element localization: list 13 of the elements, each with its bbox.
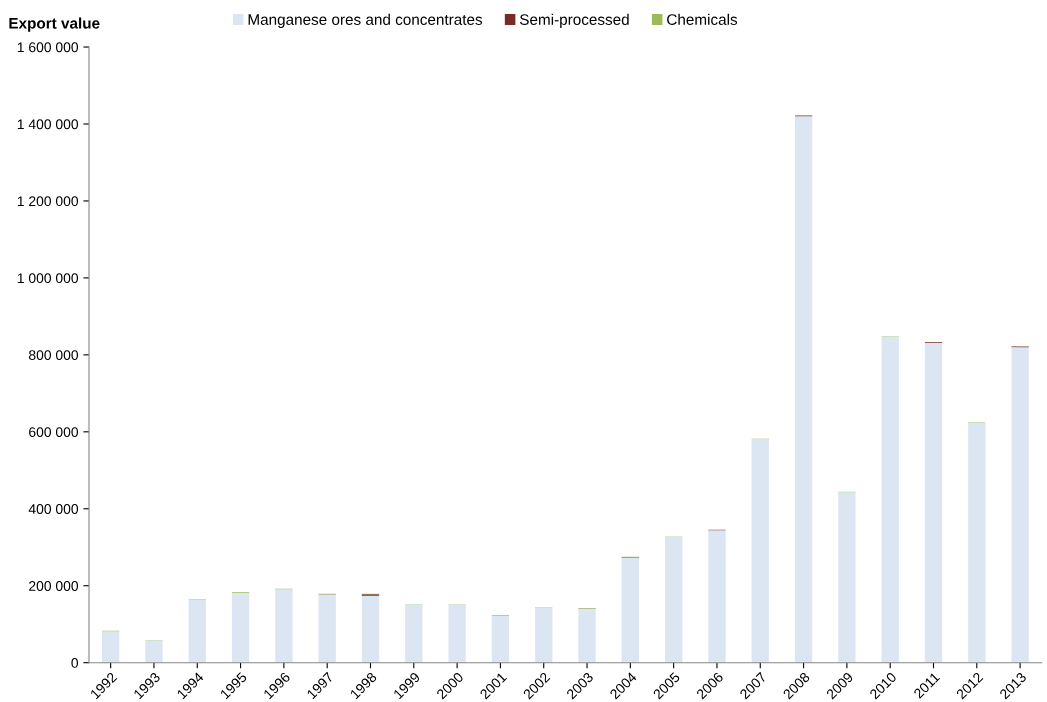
y-tick-label: 1 200 000 — [17, 196, 79, 207]
legend-label: Semi-processed — [519, 13, 629, 28]
y-tick-label: 0 — [71, 658, 79, 668]
y-tick-label: 1 000 000 — [17, 273, 79, 284]
legend-label: Chemicals — [667, 13, 738, 25]
y-tick-label: 600 000 — [29, 427, 79, 437]
y-tick-label: 400 000 — [28, 504, 79, 514]
y-tick-label: 800 000 — [28, 350, 79, 361]
legend-label: Manganese ores and concentrates — [248, 13, 483, 28]
y-tick-label: 1 600 000 — [17, 42, 79, 53]
y-tick-label: 200 000 — [29, 581, 79, 591]
y-tick-label: 1 400 000 — [17, 119, 79, 130]
y-axis-title: Export value — [9, 17, 100, 32]
